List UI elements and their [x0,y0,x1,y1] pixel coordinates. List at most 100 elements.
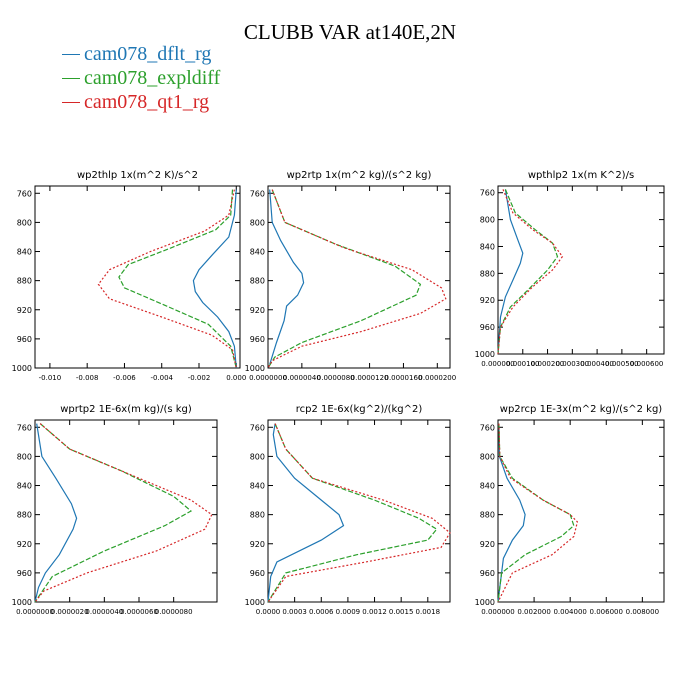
panel-title: wp2rcp 1E-3x(m^2 kg)/(s^2 kg) [500,404,663,415]
chart-panel: rcp2 1E-6x(kg^2)/(kg^2) 760 800 840 880 920 96… [245,404,451,616]
chart-panel: wprtp2 1E-6x(m kg)/(s kg) 760 800 840 880 920… [12,404,218,616]
x-tick-label: 0.0006 [309,608,334,616]
x-tick-label: 0.0000200 [418,374,456,382]
x-tick-label: 0.000200 [531,360,564,368]
x-tick-label: 0.0000120 [351,374,389,382]
y-tick-label: 800 [480,452,495,461]
legend-label: cam078_qt1_rg [84,91,210,113]
series-line-cam078_expldiff [118,189,237,369]
panel-frame [497,185,665,355]
legend-entry: cam078_expldiff [62,66,220,90]
y-tick-label: 1000 [475,598,495,607]
x-tick-label: 0.0000040 [283,374,321,382]
x-tick-label: 0.0000040 [85,608,123,616]
series-line-cam078_dflt_rg [497,189,524,355]
x-tick-label: 0.0000080 [155,608,193,616]
series-line-cam078_qt1_rg [497,189,564,355]
x-tick-label: 0.000300 [556,360,589,368]
y-tick-label: 840 [250,482,265,491]
x-tick-label: 0.0000000 [16,608,54,616]
x-tick-label: 0.006000 [590,608,623,616]
series-line-cam078_expldiff [497,189,559,355]
series-line-cam078_qt1_rg [497,423,579,603]
legend-label: cam078_expldiff [84,67,221,89]
chart-panel: wp2thlp 1x(m^2 K)/s^2 760 800 840 880 920 960 1… [12,170,247,382]
y-tick-label: 960 [480,569,495,578]
chart-panel: wp2rtp 1x(m^2 kg)/(s^2 kg) 760 800 840 880 92… [245,170,457,382]
panel-frame [34,419,218,603]
y-tick-label: 920 [250,540,265,549]
series-line-cam078_qt1_rg [34,423,213,603]
y-tick-label: 960 [480,323,495,332]
y-tick-label: 760 [480,423,495,432]
y-tick-label: 960 [17,335,32,344]
series-line-cam078_dflt_rg [192,189,237,369]
y-tick-label: 840 [17,248,32,257]
x-tick-label: -0.006 [113,374,136,382]
panel-title: wpthlp2 1x(m K^2)/s [528,170,634,181]
y-tick-label: 920 [480,540,495,549]
legend-swatch-dflt [62,53,80,55]
x-tick-label: 0.000000 [481,608,514,616]
x-tick-label: 0.0012 [362,608,387,616]
x-tick-label: -0.010 [39,374,62,382]
y-tick-label: 920 [250,306,265,315]
legend-swatch-qt1 [62,101,80,103]
panel-title: rcp2 1E-6x(kg^2)/(kg^2) [296,404,423,415]
x-tick-label: -0.004 [150,374,173,382]
panel-frame [267,185,451,369]
chart-main-title: CLUBB VAR at140E,2N [243,20,457,44]
y-tick-label: 920 [17,540,32,549]
series-line-cam078_dflt_rg [269,189,305,365]
x-tick-label: 0.008000 [626,608,659,616]
x-tick-label: 0.002000 [517,608,550,616]
x-tick-label: 0.000600 [630,360,663,368]
x-tick-label: 0.000500 [605,360,638,368]
y-tick-label: 840 [250,248,265,257]
y-tick-label: 960 [250,335,265,344]
y-tick-label: 800 [250,452,265,461]
chart-panel: wpthlp2 1x(m K^2)/s 760 800 840 880 920 960 100… [475,170,665,368]
y-tick-label: 960 [250,569,265,578]
y-tick-label: 1000 [245,598,265,607]
y-tick-label: 840 [17,482,32,491]
panel-title: wprtp2 1E-6x(m kg)/(s kg) [60,404,192,415]
legend-entry: cam078_dflt_rg [62,42,220,66]
y-tick-label: 920 [480,296,495,305]
series-line-cam078_qt1_rg [267,189,447,369]
x-tick-label: 0.000100 [506,360,539,368]
panel-title: wp2rtp 1x(m^2 kg)/(s^2 kg) [287,170,432,181]
y-tick-label: 760 [250,423,265,432]
y-tick-label: 1000 [475,350,495,359]
y-tick-label: 760 [250,189,265,198]
y-tick-label: 1000 [245,364,265,373]
panel-frame [34,185,241,369]
panel-title: wp2thlp 1x(m^2 K)/s^2 [77,170,198,181]
series-line-cam078_expldiff [267,189,422,369]
x-tick-label: -0.002 [188,374,211,382]
series-line-cam078_qt1_rg [97,189,237,369]
y-tick-label: 840 [480,482,495,491]
panel-frame [267,419,451,603]
y-tick-label: 760 [480,189,495,198]
legend: cam078_dflt_rg cam078_expldiff cam078_qt… [62,42,220,114]
legend-entry: cam078_qt1_rg [62,90,220,114]
x-tick-label: 0.0000060 [120,608,158,616]
series-line-cam078_expldiff [267,423,438,603]
y-tick-label: 760 [17,423,32,432]
x-tick-label: 0.0003 [282,608,307,616]
x-tick-label: 0.000 [226,374,246,382]
x-tick-label: 0.0000160 [385,374,423,382]
x-tick-label: 0.0009 [336,608,361,616]
x-tick-label: 0.0000000 [249,374,287,382]
y-tick-label: 880 [17,277,32,286]
series-line-cam078_expldiff [34,423,193,603]
x-tick-label: 0.000000 [481,360,514,368]
y-tick-label: 960 [17,569,32,578]
y-tick-label: 920 [17,306,32,315]
panel-frame [497,419,665,603]
y-tick-label: 840 [480,242,495,251]
x-tick-label: 0.0000080 [317,374,355,382]
y-tick-label: 880 [17,511,32,520]
